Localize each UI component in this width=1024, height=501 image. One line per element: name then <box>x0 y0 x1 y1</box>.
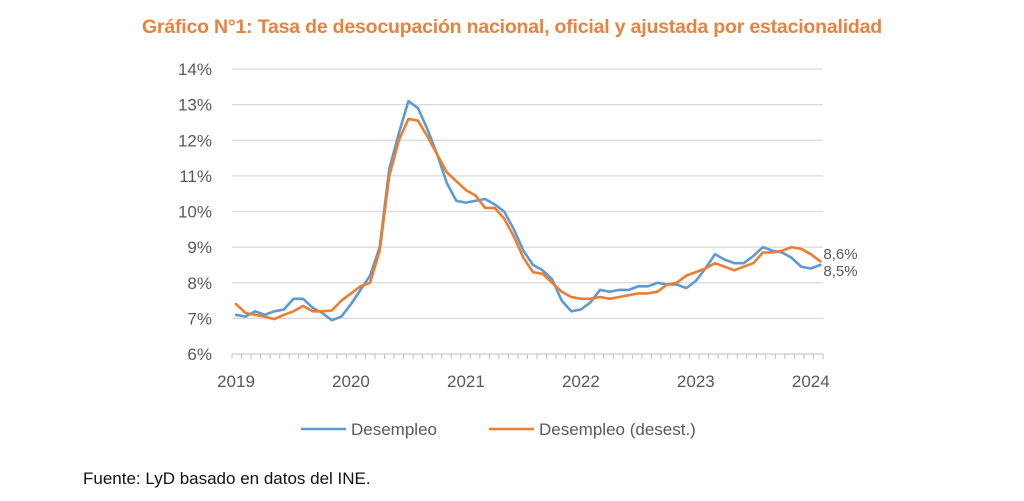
legend-label: Desempleo <box>351 420 437 439</box>
y-axis-labels: 6% 7% 8% 9% 10% 11% 12% 13% 14% <box>178 60 212 364</box>
y-tick-label: 11% <box>179 167 212 186</box>
y-tick-label: 8% <box>187 274 212 293</box>
legend: Desempleo Desempleo (desest.) <box>301 420 696 439</box>
series-line-desempleo <box>234 99 822 322</box>
end-label-desempleo-desest: 8,6% <box>823 246 857 263</box>
source-note: Fuente: LyD basado en datos del INE. <box>83 469 371 488</box>
end-labels: 8,5%8,6% <box>823 246 857 280</box>
y-tick-label: 10% <box>178 203 212 222</box>
y-tick-label: 6% <box>187 345 212 364</box>
chart-title: Gráfico N°1: Tasa de desocupación nacion… <box>141 16 883 38</box>
x-tick-label: 2022 <box>562 372 600 391</box>
x-axis-labels: 2019 2020 2021 2022 2023 2024 <box>217 372 830 391</box>
x-tick-label: 2019 <box>217 372 255 391</box>
series-lines <box>234 99 822 322</box>
x-tick-label: 2021 <box>447 372 485 391</box>
legend-item-desempleo: Desempleo <box>301 420 437 439</box>
x-axis <box>231 353 824 359</box>
y-tick-label: 12% <box>178 131 212 150</box>
y-tick-label: 13% <box>178 96 212 115</box>
legend-label: Desempleo (desest.) <box>539 420 696 439</box>
end-label-desempleo: 8,5% <box>823 263 857 280</box>
y-tick-label: 14% <box>178 60 212 79</box>
series-line-desempleo-desest <box>234 117 822 321</box>
x-tick-label: 2024 <box>792 372 830 391</box>
y-tick-label: 9% <box>187 238 212 257</box>
gridlines <box>232 68 823 320</box>
x-tick-label: 2023 <box>677 372 715 391</box>
legend-item-desempleo-desest: Desempleo (desest.) <box>489 420 696 439</box>
x-tick-label: 2020 <box>332 372 370 391</box>
y-tick-label: 7% <box>187 309 212 328</box>
